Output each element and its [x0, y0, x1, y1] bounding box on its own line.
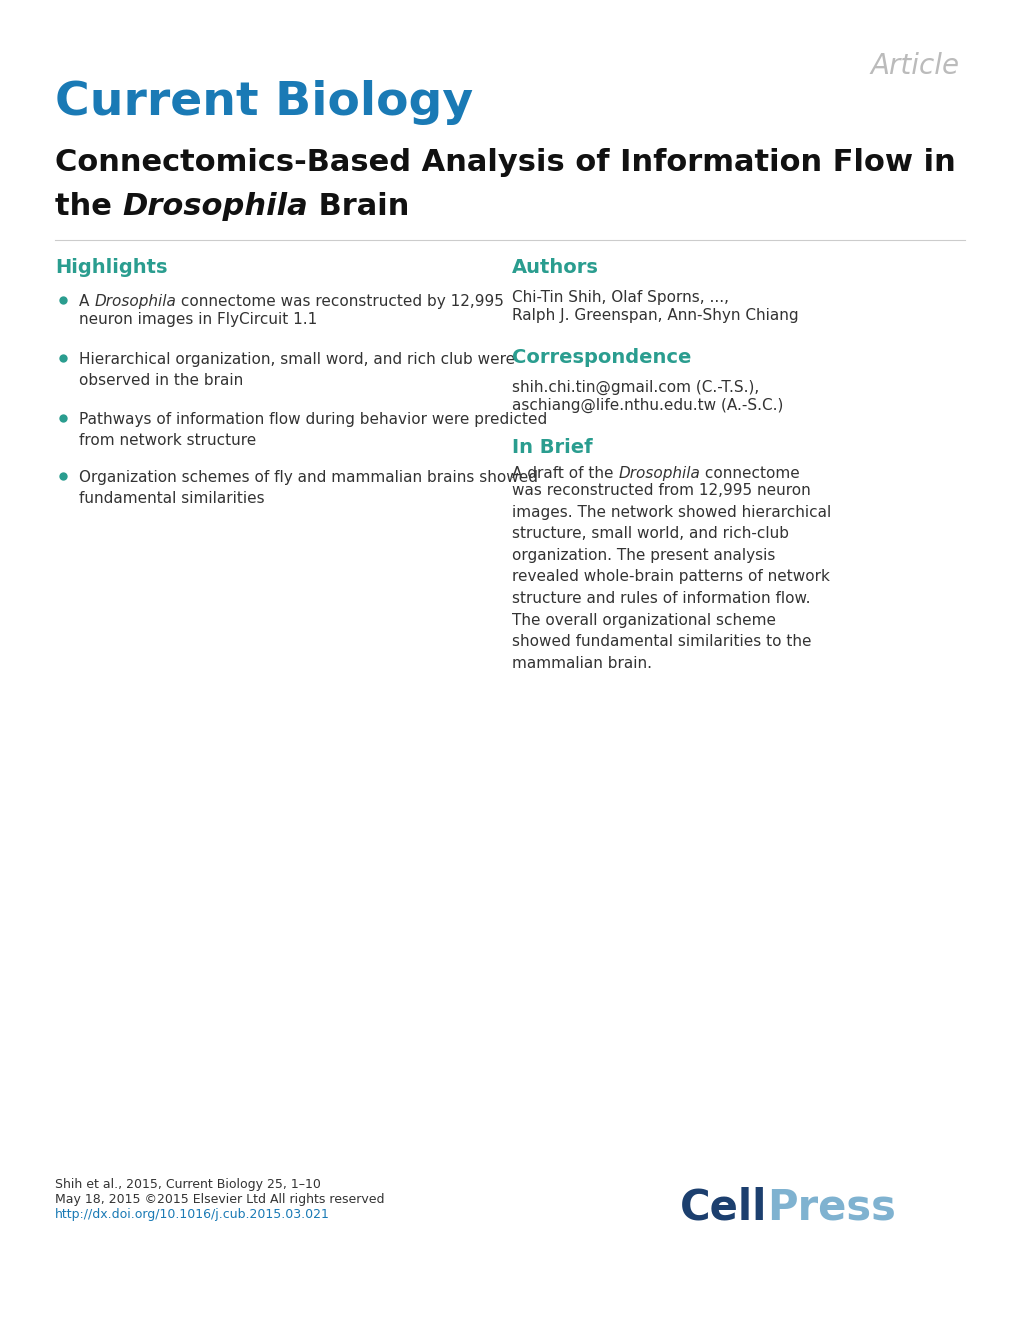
- Text: Current Biology: Current Biology: [55, 79, 473, 124]
- Text: the: the: [55, 192, 122, 221]
- Text: Drosophila: Drosophila: [94, 294, 176, 308]
- Text: Organization schemes of fly and mammalian brains showed
fundamental similarities: Organization schemes of fly and mammalia…: [78, 470, 537, 506]
- Text: Correspondence: Correspondence: [512, 348, 691, 367]
- Text: Drosophila: Drosophila: [618, 466, 700, 481]
- Text: In Brief: In Brief: [512, 438, 592, 457]
- Text: Brain: Brain: [308, 192, 410, 221]
- Text: http://dx.doi.org/10.1016/j.cub.2015.03.021: http://dx.doi.org/10.1016/j.cub.2015.03.…: [55, 1207, 329, 1221]
- Text: Ralph J. Greenspan, Ann-Shyn Chiang: Ralph J. Greenspan, Ann-Shyn Chiang: [512, 308, 798, 323]
- Text: Highlights: Highlights: [55, 258, 167, 277]
- Text: Chi-Tin Shih, Olaf Sporns, ...,: Chi-Tin Shih, Olaf Sporns, ...,: [512, 290, 729, 305]
- Text: A: A: [78, 294, 94, 308]
- Text: May 18, 2015 ©2015 Elsevier Ltd All rights reserved: May 18, 2015 ©2015 Elsevier Ltd All righ…: [55, 1193, 384, 1206]
- Text: Press: Press: [766, 1186, 896, 1227]
- Text: Shih et al., 2015, Current Biology 25, 1–10: Shih et al., 2015, Current Biology 25, 1…: [55, 1178, 321, 1192]
- Text: Article: Article: [870, 52, 959, 79]
- Text: Drosophila: Drosophila: [122, 192, 308, 221]
- Text: A draft of the: A draft of the: [512, 466, 618, 481]
- Text: shih.chi.tin@gmail.com (C.-T.S.),: shih.chi.tin@gmail.com (C.-T.S.),: [512, 380, 758, 395]
- Text: Hierarchical organization, small word, and rich club were
observed in the brain: Hierarchical organization, small word, a…: [78, 352, 515, 388]
- Text: Pathways of information flow during behavior were predicted
from network structu: Pathways of information flow during beha…: [78, 412, 547, 448]
- Text: connectome: connectome: [700, 466, 799, 481]
- Text: was reconstructed from 12,995 neuron
images. The network showed hierarchical
str: was reconstructed from 12,995 neuron ima…: [512, 483, 830, 671]
- Text: neuron images in FlyCircuit 1.1: neuron images in FlyCircuit 1.1: [78, 312, 317, 327]
- Text: Cell: Cell: [680, 1186, 766, 1227]
- Text: Authors: Authors: [512, 258, 598, 277]
- Text: Connectomics-Based Analysis of Information Flow in: Connectomics-Based Analysis of Informati…: [55, 148, 955, 177]
- Text: connectome was reconstructed by 12,995: connectome was reconstructed by 12,995: [176, 294, 503, 308]
- Text: aschiang@life.nthu.edu.tw (A.-S.C.): aschiang@life.nthu.edu.tw (A.-S.C.): [512, 399, 783, 413]
